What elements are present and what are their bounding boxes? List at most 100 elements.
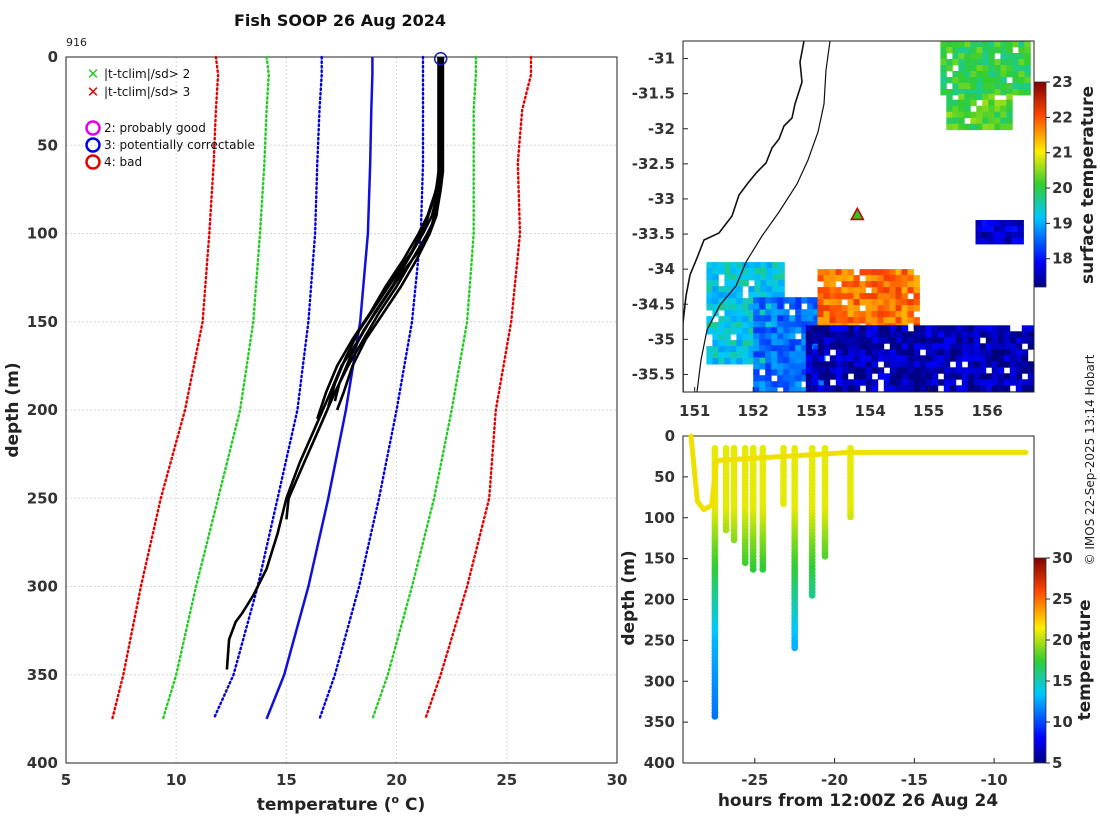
sst-cell: [777, 327, 784, 334]
sst-cell: [835, 325, 843, 332]
sst-cell: [765, 375, 772, 382]
sst-cell: [1012, 59, 1019, 66]
sst-cell: [877, 269, 884, 276]
profile-x-label: temperature (o C): [257, 793, 426, 815]
sst-cell: [958, 99, 965, 107]
sst-cell: [817, 305, 824, 312]
sst-cell: [811, 373, 819, 380]
sst-cell: [766, 322, 773, 329]
sst-cell: [913, 361, 921, 368]
sst-cell: [865, 311, 872, 318]
sst-cell: [883, 331, 891, 338]
sst-cell: [841, 269, 848, 276]
sst-cell: [1005, 220, 1012, 227]
sst-cell: [967, 337, 975, 344]
sst-cell: [841, 385, 849, 392]
sst-cell: [789, 321, 796, 328]
sst-cell: [871, 361, 879, 368]
sst-cell: [1000, 65, 1007, 72]
sst-cell: [979, 343, 987, 350]
sst-cell: [1017, 220, 1024, 227]
sst-cell: [982, 123, 989, 131]
sst-cell: [1021, 325, 1029, 332]
sst-cell: [907, 355, 915, 362]
sst-cell: [946, 77, 953, 84]
sst-cell: [1000, 71, 1007, 78]
sst-cell: [753, 345, 760, 352]
sst-cell: [943, 331, 951, 338]
sst-cell: [1018, 59, 1025, 66]
sst-cell: [759, 327, 766, 334]
sst-cell: [823, 331, 831, 338]
sst-cell: [777, 297, 784, 304]
sst-cell: [829, 385, 837, 392]
map-y-tick-label: -35: [648, 330, 675, 348]
sst-cell: [976, 65, 983, 72]
sst-cell: [865, 355, 873, 362]
sst-cell: [783, 369, 790, 376]
sst-cell: [760, 280, 767, 287]
sst-cell: [979, 385, 987, 392]
sst-cell: [1024, 59, 1031, 66]
sst-cell: [736, 328, 743, 335]
sst-cell: [718, 352, 725, 359]
dive-sample: [821, 552, 829, 560]
sst-cell: [829, 293, 836, 300]
sst-cell: [805, 385, 813, 392]
sst-cell: [1009, 331, 1017, 338]
sst-cell: [718, 346, 725, 353]
sst-cell: [997, 367, 1005, 374]
sst-cell: [1009, 379, 1017, 386]
sst-cell: [706, 268, 713, 275]
sst-cell: [946, 99, 953, 107]
sst-cell: [1006, 53, 1013, 60]
sst-cell: [919, 373, 927, 380]
sst-cell: [964, 53, 971, 60]
sst-cell: [946, 47, 953, 54]
sst-cell: [817, 317, 824, 324]
sst-cell: [973, 373, 981, 380]
map-x-ticks: 151 152 153 154 155 156: [679, 387, 1003, 420]
sst-cell: [1003, 331, 1011, 338]
sst-cell: [859, 317, 866, 324]
sst-cell: [771, 387, 778, 392]
time-y-tick-label: 0: [665, 427, 675, 445]
sst-cell: [999, 226, 1006, 233]
sst-cell: [724, 334, 731, 341]
sst-cell: [988, 41, 995, 48]
sst-cell: [1027, 373, 1034, 380]
sst-cell: [859, 287, 866, 294]
sst-cell: [859, 281, 866, 288]
time-y-label: depth (m): [619, 550, 639, 645]
surface-track: [688, 433, 1029, 513]
dive-sample: [722, 526, 730, 534]
sst-cell: [772, 292, 779, 299]
sst-cell: [730, 328, 737, 335]
sst-cell: [817, 373, 825, 380]
dive-sample: [780, 500, 787, 508]
sst-cell: [997, 379, 1005, 386]
sst-cell: [961, 373, 969, 380]
sst-cell: [706, 298, 713, 305]
sst-cell: [982, 89, 989, 96]
sst-cell: [967, 373, 975, 380]
sst-cell: [871, 355, 879, 362]
temp-colorbar: [1033, 557, 1047, 764]
x-tick-label: 15: [276, 771, 297, 789]
sst-cell: [795, 303, 802, 310]
profile-id: 916: [66, 36, 87, 49]
sst-cell: [718, 286, 725, 293]
sst-cell: [871, 385, 879, 392]
sst-cell: [871, 311, 878, 318]
sst-cell: [982, 105, 989, 113]
sst-cell: [973, 385, 981, 392]
sst-cell: [949, 355, 957, 362]
sst-cell: [901, 355, 909, 362]
sst-cell: [901, 281, 908, 288]
sst-cell: [789, 357, 796, 364]
temp-colorbar-tick: 25: [1052, 590, 1073, 608]
sst-cell: [772, 280, 779, 287]
sst-cell: [997, 373, 1005, 380]
sst-cell: [841, 349, 849, 356]
sst-cell: [753, 321, 760, 328]
